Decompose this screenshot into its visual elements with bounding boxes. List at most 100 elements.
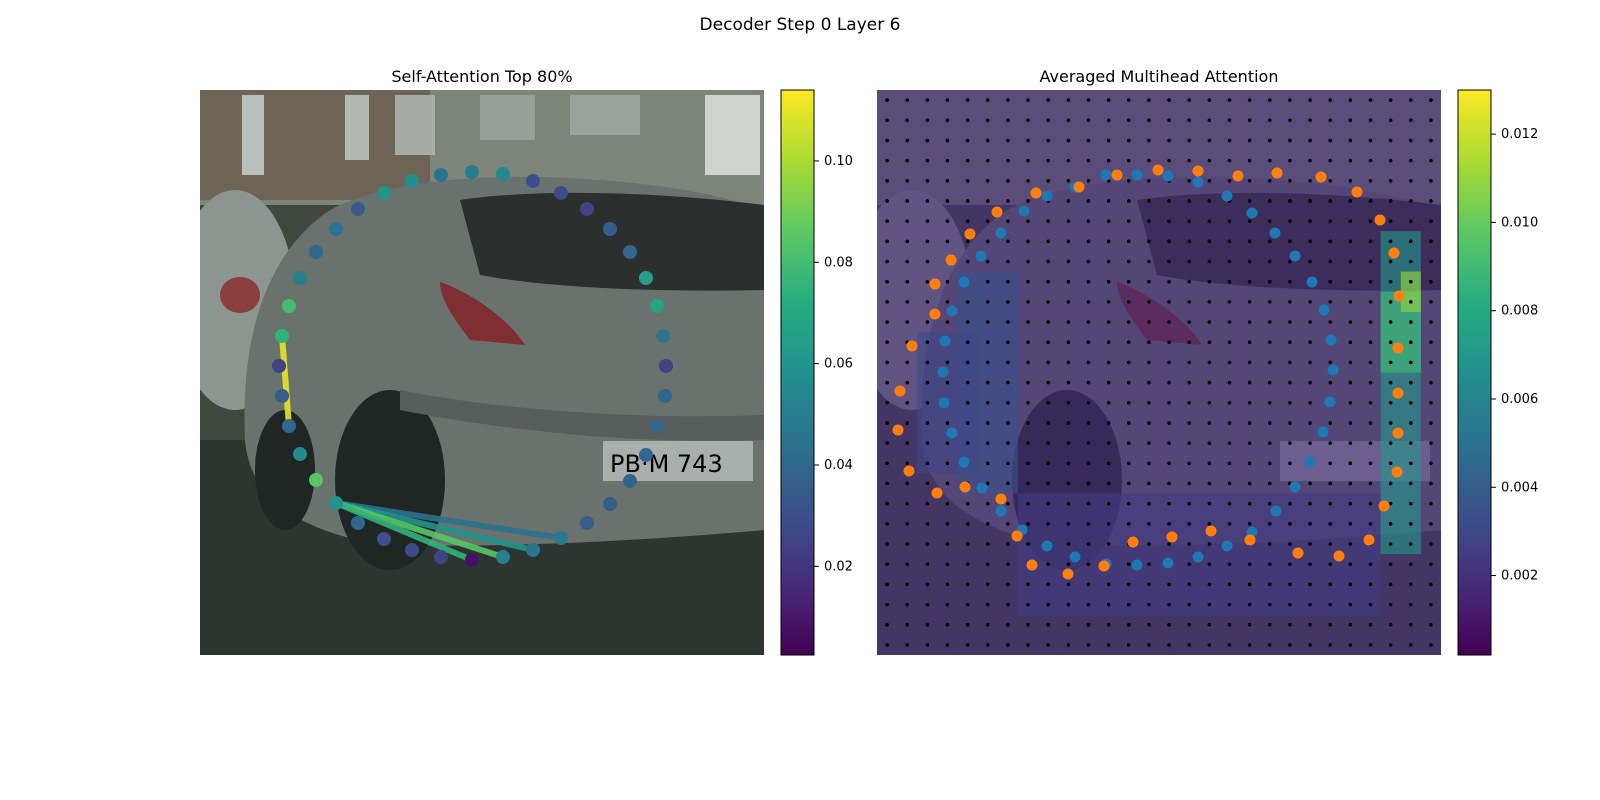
grid-dot [1368,522,1373,526]
grid-dot [1288,461,1292,466]
grid-dot [1368,380,1373,385]
grid-dot [1247,219,1252,223]
grid-dot [1026,461,1030,466]
attention-point [496,167,510,181]
grid-dot [985,542,990,546]
grid-dot [1388,501,1393,506]
grid-dot [1207,380,1212,385]
grid-dot [1187,199,1192,203]
grid-dot [1247,421,1252,425]
grid-dot [1348,279,1353,284]
attention-point [580,516,594,530]
grid-dot [925,562,930,566]
grid-dot [1207,622,1212,627]
orange-reference-point [1333,550,1345,562]
orange-reference-point [903,465,915,477]
grid-dot [885,300,889,304]
grid-dot [1267,118,1272,123]
grid-dot [1247,340,1252,345]
grid-dot [1328,179,1333,183]
grid-dot [1348,300,1353,304]
grid-dot [885,562,889,566]
grid-dot [1429,582,1433,587]
grid-dot [1026,199,1030,203]
grid-dot [1126,199,1131,203]
orange-reference-point [906,340,918,352]
grid-dot [1388,98,1393,102]
grid-dot [1187,360,1192,365]
grid-dot [885,400,889,405]
attention-point [434,550,448,564]
orange-reference-point [1392,342,1404,354]
grid-dot [1308,643,1312,647]
grid-dot [1328,98,1333,102]
left-panel: Self-Attention Top 80% PB·M 743 [200,67,764,655]
grid-dot [1126,98,1131,102]
grid-dot [1066,643,1071,647]
grid-dot [1267,219,1272,223]
grid-dot [985,179,990,183]
grid-dot [1408,158,1413,163]
blue-reference-point [1324,396,1336,408]
grid-dot [1207,602,1212,607]
grid-dot [1026,179,1030,183]
grid-dot [1167,522,1171,526]
grid-dot [1066,118,1071,123]
orange-reference-point [1111,169,1123,181]
grid-dot [1006,481,1010,486]
blue-reference-point [1289,250,1301,262]
orange-reference-point [1378,500,1390,512]
grid-dot [1106,441,1111,445]
grid-dot [1106,118,1111,123]
grid-dot [1006,259,1010,264]
blue-reference-point [1325,334,1337,346]
right-panel: Averaged Multihead Attention [877,67,1441,655]
grid-dot [1408,138,1413,143]
grid-dot [1227,461,1232,466]
blue-reference-point [1270,505,1282,517]
grid-dot [1227,602,1232,607]
grid-dot [1026,138,1030,143]
grid-dot [1006,501,1010,506]
grid-dot [965,98,970,102]
grid-dot [1106,542,1111,546]
attention-point [554,531,568,545]
grid-dot [1348,501,1353,506]
grid-dot [945,602,950,607]
grid-dot [1388,380,1393,385]
grid-dot [925,421,930,425]
blue-reference-point [1192,551,1204,563]
grid-dot [1046,643,1051,647]
grid-dot [885,542,889,546]
grid-dot [1006,340,1010,345]
grid-dot [1106,622,1111,627]
grid-dot [1308,239,1312,244]
blue-reference-point [1318,304,1330,316]
grid-dot [1408,441,1413,445]
grid-dot [1086,501,1091,506]
grid-dot [945,320,950,324]
grid-dot [1247,441,1252,445]
grid-dot [925,441,930,445]
grid-dot [1106,380,1111,385]
grid-dot [1328,360,1333,365]
grid-dot [1086,360,1091,365]
grid-dot [1348,239,1353,244]
grid-dot [1368,622,1373,627]
orange-reference-point [1073,181,1085,193]
grid-dot [1247,602,1252,607]
grid-dot [1147,118,1151,123]
grid-dot [1308,320,1312,324]
grid-dot [1167,582,1171,587]
orange-reference-point [1192,165,1204,177]
grid-dot [1288,279,1292,284]
grid-dot [985,582,990,587]
grid-dot [945,522,950,526]
grid-dot [1267,501,1272,506]
grid-dot [905,259,910,264]
attention-point [377,186,391,200]
grid-dot [1308,360,1312,365]
grid-dot [1247,320,1252,324]
grid-dot [1429,259,1433,264]
grid-dot [1348,158,1353,163]
